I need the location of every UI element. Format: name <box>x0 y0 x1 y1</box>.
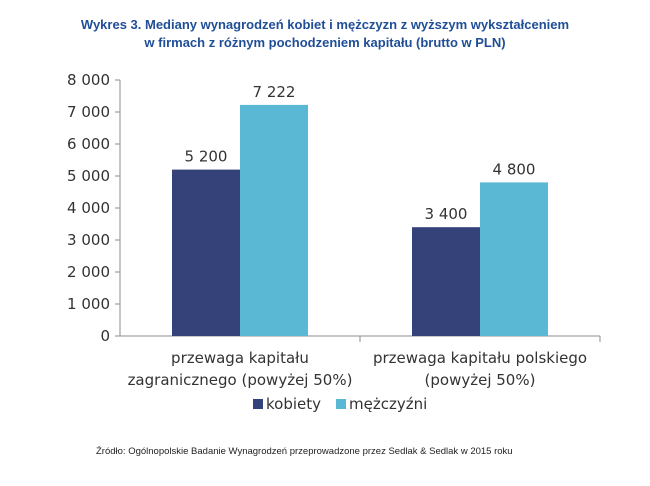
category-label: zagranicznego (powyżej 50%) <box>128 371 353 389</box>
y-tick-label: 3 000 <box>67 231 110 249</box>
chart-title-line-1: Wykres 3. Mediany wynagrodzeń kobiet i m… <box>80 17 570 32</box>
chart-title-line-2: w firmach z różnym pochodzeniem kapitału… <box>144 35 506 50</box>
data-label: 5 200 <box>185 148 228 166</box>
bar-men-1 <box>240 104 308 336</box>
data-label: 4 800 <box>493 160 536 178</box>
bar-women-1 <box>172 169 240 336</box>
legend-swatch-2 <box>336 399 346 409</box>
y-tick-label: 8 000 <box>67 71 110 89</box>
bar-chart: 0 1 000 2 000 3 000 4 000 5 000 6 000 7 000 8 00… <box>67 71 601 413</box>
bar-women-2 <box>412 227 480 336</box>
legend-swatch-1 <box>253 399 263 409</box>
legend-label-2: mężczyźni <box>349 395 427 413</box>
data-label: 7 222 <box>253 83 296 101</box>
source-note: Źródło: Ogólnopolskie Badanie Wynagrodze… <box>96 446 513 457</box>
y-tick-label: 4 000 <box>67 199 110 217</box>
data-label: 3 400 <box>425 205 468 223</box>
bar-men-2 <box>480 182 548 336</box>
y-tick-label: 7 000 <box>67 103 110 121</box>
y-tick-label: 6 000 <box>67 135 110 153</box>
category-label: (powyżej 50%) <box>425 371 536 389</box>
category-label: przewaga kapitału polskiego <box>373 349 587 367</box>
y-tick-label: 0 <box>100 327 110 345</box>
legend-label-1: kobiety <box>266 395 321 413</box>
y-tick-label: 1 000 <box>67 295 110 313</box>
category-label: przewaga kapitału <box>171 349 309 367</box>
y-tick-label: 2 000 <box>67 263 110 281</box>
y-tick-label: 5 000 <box>67 167 110 185</box>
